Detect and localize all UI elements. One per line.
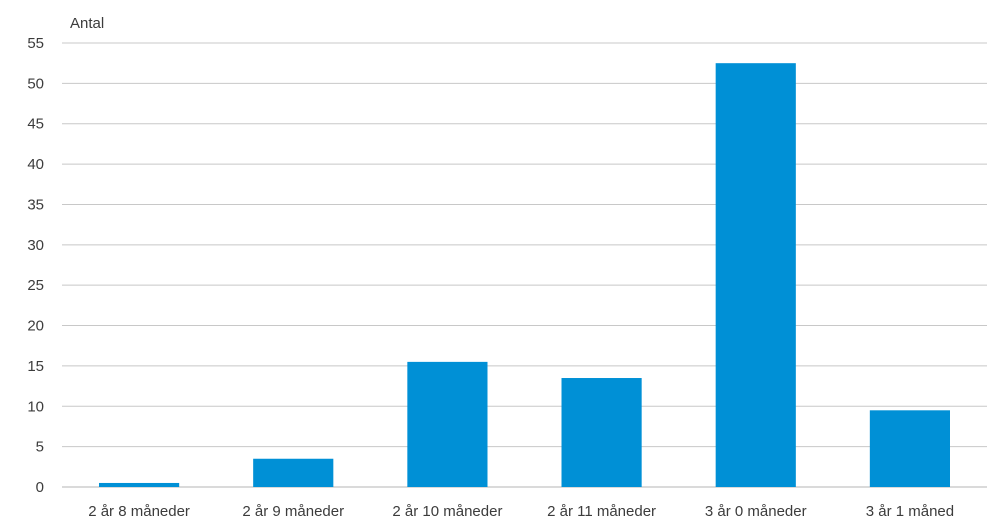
x-tick-label: 2 år 9 måneder (242, 503, 344, 520)
bar (869, 410, 950, 487)
x-axis-ticks: 2 år 8 måneder 2 år 9 måneder 2 år 10 måne… (88, 503, 954, 520)
bar (715, 63, 796, 487)
y-tick-label: 45 (27, 116, 44, 133)
y-tick-label: 55 (27, 35, 44, 52)
y-tick-label: 35 (27, 196, 44, 213)
x-tick-label: 2 år 10 måneder (392, 503, 502, 520)
y-tick-label: 0 (36, 479, 44, 496)
y-tick-label: 25 (27, 277, 44, 294)
x-tick-label: 3 år 0 måneder (705, 503, 807, 520)
y-tick-label: 5 (36, 439, 44, 456)
x-tick-label: 3 år 1 måned (866, 503, 954, 520)
bar (99, 482, 180, 487)
y-tick-label: 50 (27, 75, 44, 92)
y-tick-label: 10 (27, 398, 44, 415)
x-tick-label: 2 år 8 måneder (88, 503, 190, 520)
y-tick-label: 15 (27, 358, 44, 375)
y-tick-label: 20 (27, 318, 44, 335)
bar (561, 378, 642, 487)
bar (253, 458, 334, 487)
y-tick-label: 30 (27, 237, 44, 254)
y-axis-ticks: 0 5 10 15 20 25 30 35 40 45 50 55 (27, 35, 44, 496)
bars (99, 63, 950, 487)
x-tick-label: 2 år 11 måneder (547, 503, 656, 520)
bar (407, 361, 488, 487)
y-tick-label: 40 (27, 156, 44, 173)
gridlines (62, 42, 987, 488)
y-axis-title: Antal (70, 15, 104, 32)
